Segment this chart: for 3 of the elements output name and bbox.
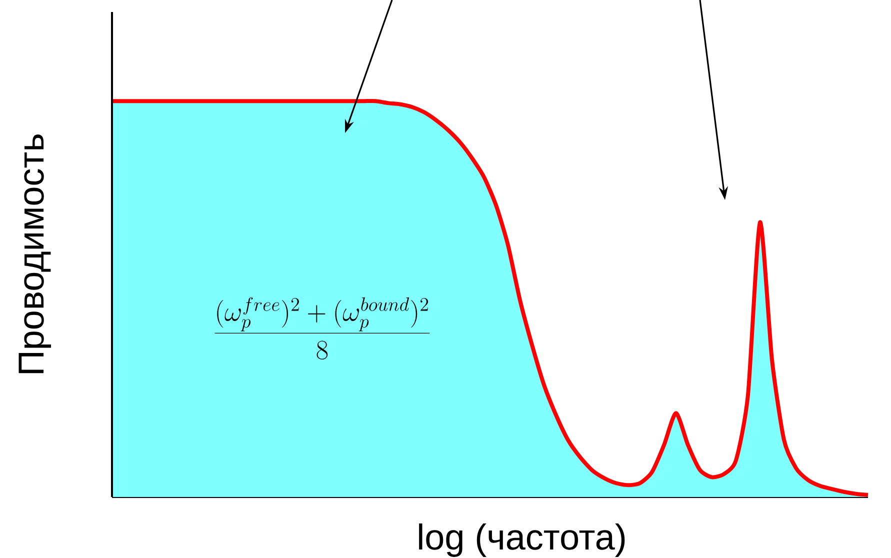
y-axis-title: Проводимость	[18, 134, 52, 374]
annotation: $\frac{(\omega_p^{free})^2+(\omega_p^{bound})^2}{8}$	[214, 297, 430, 360]
x-axis-title: log (частота)	[419, 523, 625, 557]
